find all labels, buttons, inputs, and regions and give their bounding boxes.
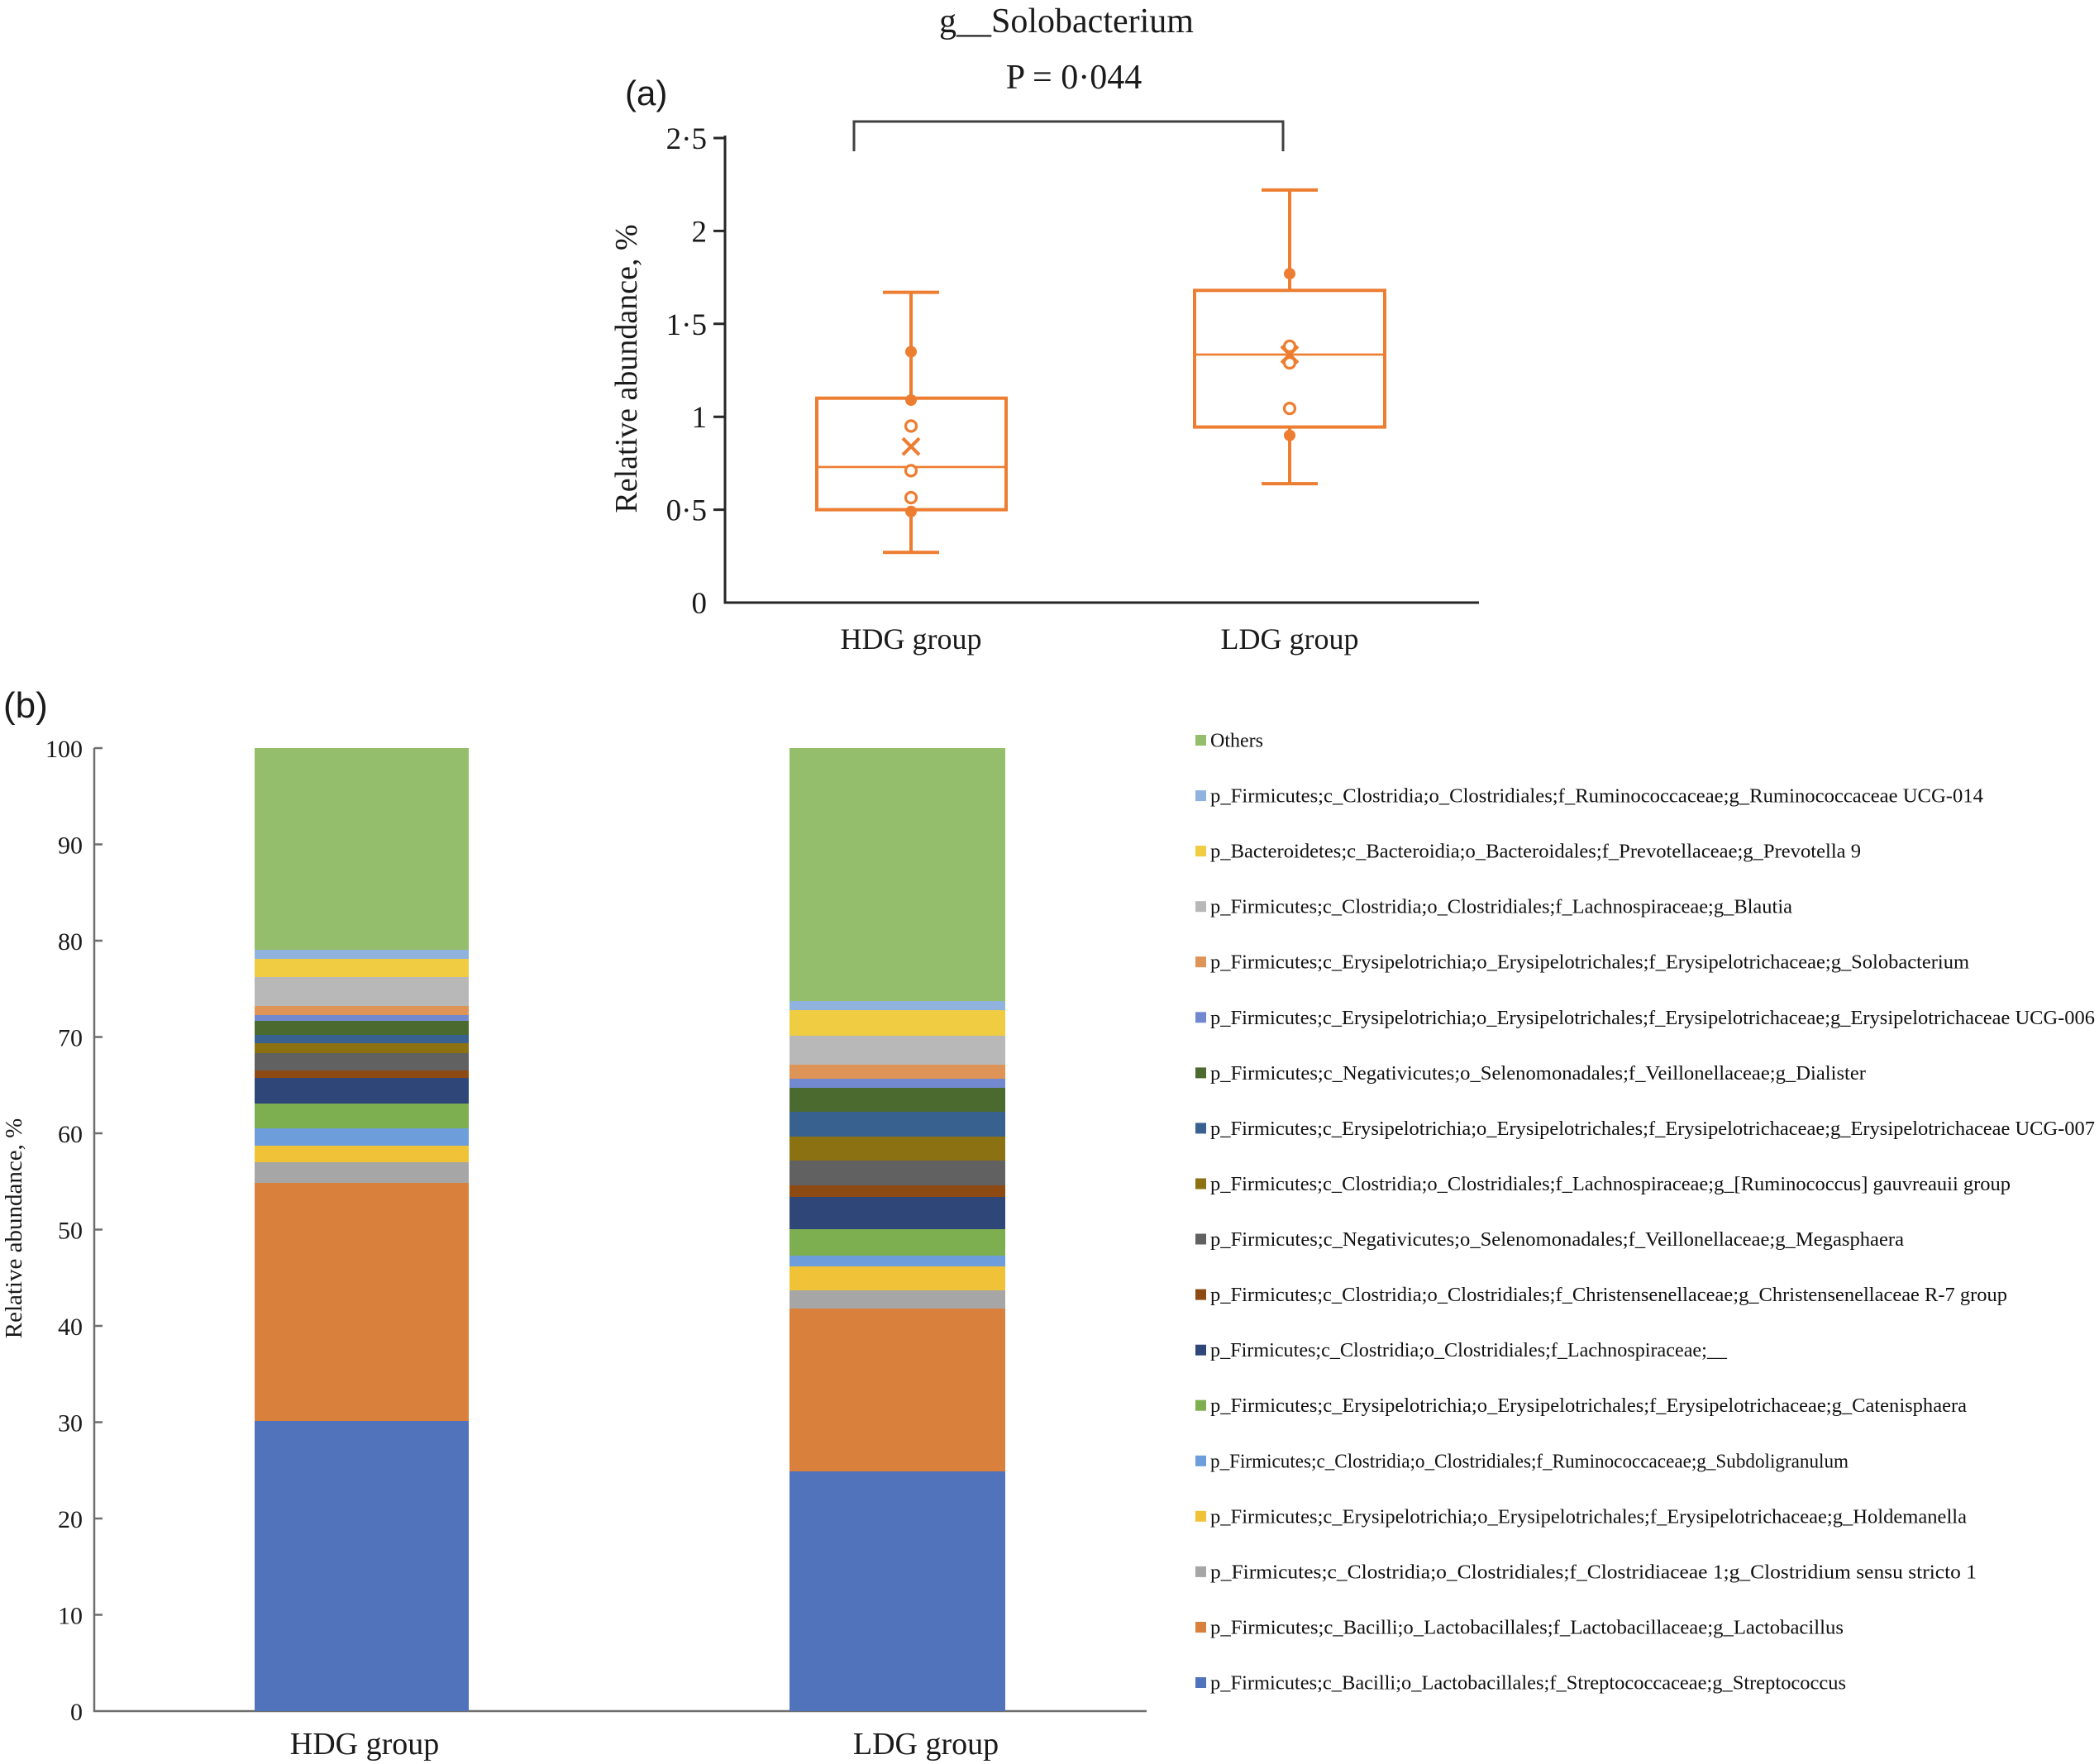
svg-text:(b): (b) [3, 685, 48, 726]
svg-text:p_Firmicutes;c_Clostridia;o_Cl: p_Firmicutes;c_Clostridia;o_Clostridiale… [1210, 1451, 1849, 1472]
svg-text:(a): (a) [625, 74, 667, 112]
svg-text:p_Firmicutes;c_Erysipelotrichi: p_Firmicutes;c_Erysipelotrichia;o_Erysip… [1210, 1506, 1967, 1528]
svg-text:p_Firmicutes;c_Bacilli;o_Lacto: p_Firmicutes;c_Bacilli;o_Lactobacillales… [1210, 1618, 1844, 1639]
svg-text:p_Firmicutes;c_Negativicutes;o: p_Firmicutes;c_Negativicutes;o_Selenomon… [1210, 1229, 1904, 1251]
svg-text:30: 30 [58, 1410, 83, 1437]
svg-text:Relative abundance, %: Relative abundance, % [609, 224, 644, 513]
svg-text:LDG group: LDG group [1221, 622, 1359, 656]
svg-text:60: 60 [58, 1121, 83, 1148]
svg-text:0·5: 0·5 [666, 494, 707, 528]
svg-text:p_Firmicutes;c_Erysipelotrichi: p_Firmicutes;c_Erysipelotrichia;o_Erysip… [1210, 1395, 1967, 1417]
svg-text:p_Firmicutes;c_Clostridia;o_Cl: p_Firmicutes;c_Clostridia;o_Clostridiale… [1210, 1174, 2011, 1195]
svg-text:p_Firmicutes;c_Bacilli;o_Lacto: p_Firmicutes;c_Bacilli;o_Lactobacillales… [1210, 1673, 1846, 1695]
svg-text:20: 20 [58, 1506, 83, 1533]
svg-text:1: 1 [692, 401, 708, 435]
svg-text:p_Firmicutes;c_Clostridia;o_Cl: p_Firmicutes;c_Clostridia;o_Clostridiale… [1210, 786, 1983, 808]
svg-text:p_Firmicutes;c_Clostridia;o_Cl: p_Firmicutes;c_Clostridia;o_Clostridiale… [1210, 1561, 1977, 1583]
svg-text:40: 40 [58, 1313, 83, 1341]
svg-text:p_Firmicutes;c_Clostridia;o_Cl: p_Firmicutes;c_Clostridia;o_Clostridiale… [1210, 1285, 2007, 1306]
svg-text:p_Firmicutes;c_Erysipelotrichi: p_Firmicutes;c_Erysipelotrichia;o_Erysip… [1210, 1118, 2095, 1140]
svg-text:p_Firmicutes;c_Clostridia;o_Cl: p_Firmicutes;c_Clostridia;o_Clostridiale… [1210, 897, 1792, 918]
svg-text:10: 10 [58, 1603, 83, 1630]
svg-text:0: 0 [70, 1699, 83, 1726]
svg-text:HDG group: HDG group [841, 622, 982, 656]
svg-text:0: 0 [692, 587, 708, 621]
svg-text:100: 100 [45, 736, 83, 763]
svg-text:80: 80 [58, 928, 83, 956]
svg-text:1·5: 1·5 [666, 308, 707, 342]
svg-text:HDG group: HDG group [290, 1727, 439, 1762]
svg-text:p_Firmicutes;c_Clostridia;o_Cl: p_Firmicutes;c_Clostridia;o_Clostridiale… [1210, 1340, 1728, 1361]
svg-text:p_Firmicutes;c_Negativicutes;o: p_Firmicutes;c_Negativicutes;o_Selenomon… [1210, 1063, 1866, 1085]
svg-text:P = 0·044: P = 0·044 [1006, 59, 1142, 97]
svg-text:Relative abundance, %: Relative abundance, % [1, 1118, 27, 1339]
svg-text:70: 70 [58, 1025, 83, 1052]
svg-text:2·5: 2·5 [666, 122, 707, 156]
svg-text:90: 90 [58, 832, 83, 860]
svg-text:g__Solobacterium: g__Solobacterium [939, 2, 1194, 41]
svg-text:p_Firmicutes;c_Erysipelotrichi: p_Firmicutes;c_Erysipelotrichia;o_Erysip… [1210, 1008, 2095, 1029]
svg-text:LDG group: LDG group [853, 1727, 999, 1762]
svg-text:2: 2 [692, 215, 708, 249]
svg-text:p_Bacteroidetes;c_Bacteroidia;: p_Bacteroidetes;c_Bacteroidia;o_Bacteroi… [1210, 841, 1861, 863]
svg-text:Others: Others [1210, 731, 1263, 752]
svg-text:50: 50 [58, 1218, 83, 1245]
svg-text:p_Firmicutes;c_Erysipelotrichi: p_Firmicutes;c_Erysipelotrichia;o_Erysip… [1210, 952, 1969, 974]
